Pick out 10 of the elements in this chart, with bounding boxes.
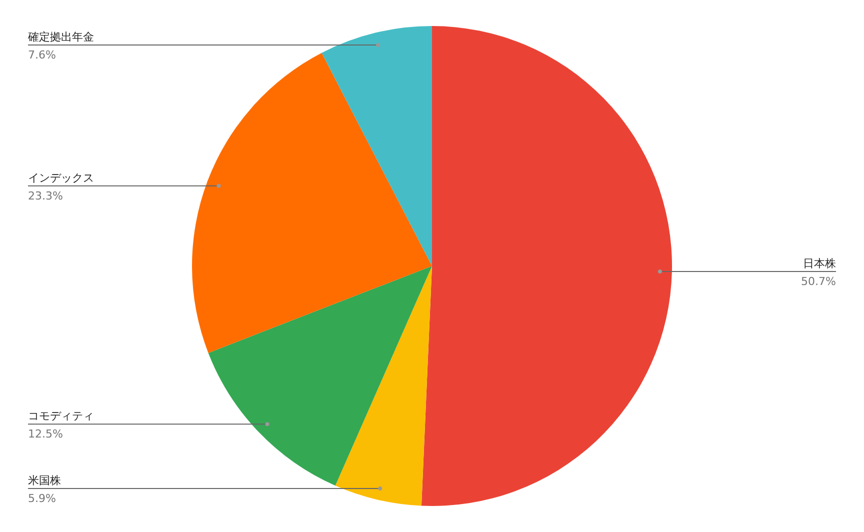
data-label: 50.7%	[801, 275, 836, 288]
data-label: 12.5%	[28, 428, 63, 441]
data-label: 7.6%	[28, 48, 56, 62]
data-label: 5.9%	[28, 492, 56, 506]
slice-label: コモディティ	[28, 410, 94, 423]
data-label: 23.3%	[28, 189, 63, 202]
slice-label: 米国株	[28, 474, 61, 488]
slice-label: インデックス	[28, 171, 94, 184]
slice-label: 確定拠出年金	[27, 30, 94, 44]
slice-label: 日本株	[803, 257, 836, 270]
